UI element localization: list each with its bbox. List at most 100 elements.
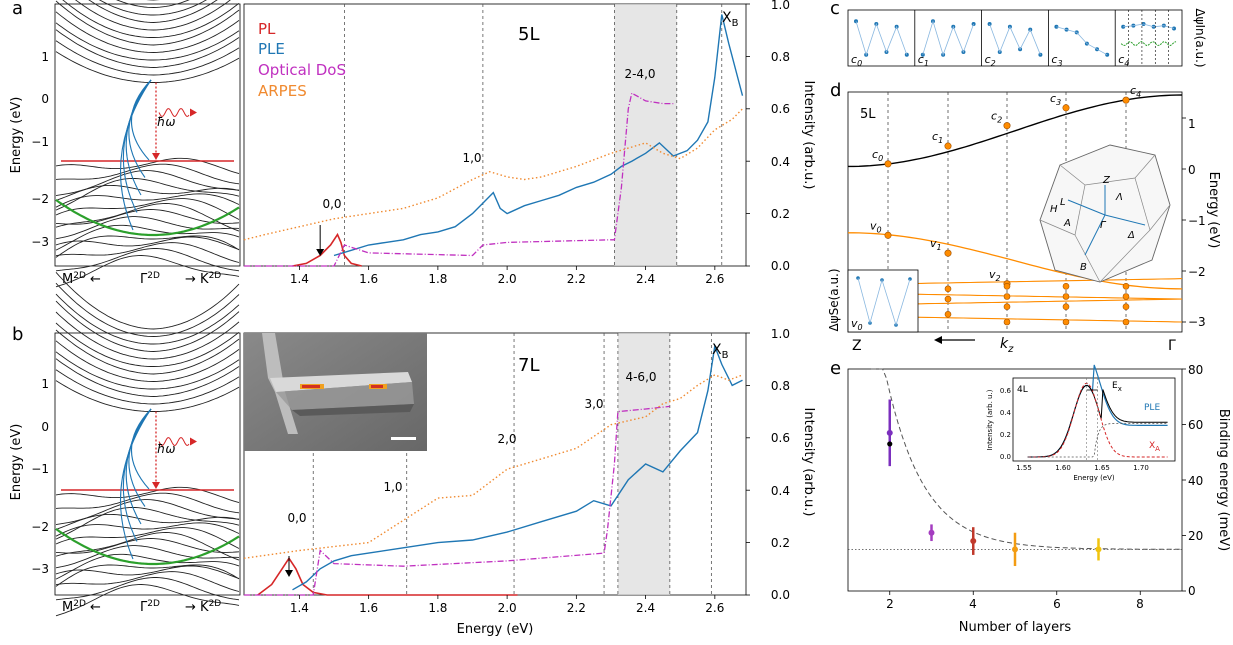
gamma2d-label: Γ2D	[140, 599, 160, 615]
bz-point-label: Z	[1102, 175, 1111, 186]
subband-point	[1062, 303, 1070, 311]
subband-point	[1122, 282, 1130, 290]
panel-c: c c0 c1 c2 c3 c4 ΔψIn(a.u.)	[830, 0, 1207, 68]
v-state-sub: 1	[937, 243, 942, 252]
inset-xticks: 1.55 1.60 1.65 1.70	[1016, 464, 1149, 472]
ytick: 0	[1188, 584, 1196, 598]
excitation-arrow	[119, 79, 152, 231]
c-state-sub: 3	[1056, 98, 1061, 107]
inset-plot	[1027, 364, 1168, 461]
xb-label-a: XB	[722, 10, 739, 29]
valence-band	[55, 564, 240, 587]
c-state-label: c3	[1050, 92, 1061, 107]
ytick: 0.4	[1000, 409, 1012, 417]
gamma2d-label: Γ2D	[140, 271, 160, 287]
conduction-band	[55, 51, 240, 83]
bz-point-label: Δ	[1127, 230, 1135, 241]
subband-point	[1003, 293, 1011, 300]
ylabel-e: Binding energy (meV)	[1216, 409, 1231, 551]
bz-point-label: Γ	[1100, 220, 1107, 231]
panel-label-c: c	[830, 0, 840, 19]
valence-band	[55, 209, 240, 225]
band-curves	[55, 272, 240, 617]
band-y-axis: 1 0 −1 −2 −3	[31, 50, 49, 249]
legend-pl: PL	[258, 20, 276, 38]
cell-label-sub: 3	[1057, 59, 1062, 68]
band-ytick: 1	[41, 50, 49, 64]
z-label: Z	[852, 338, 862, 354]
bz-point-label: A	[1063, 218, 1071, 229]
e-yticks: 0 20 40 60 80	[1188, 363, 1203, 598]
x-tick-label: 2.4	[636, 601, 655, 615]
xtick: 1.65	[1094, 464, 1110, 472]
band-ytick: 1	[41, 377, 49, 391]
wavefunction-line	[1056, 26, 1108, 56]
conduction-band	[55, 322, 240, 367]
conduction-band	[55, 300, 240, 352]
shaded-region	[617, 333, 670, 595]
ytick: 0.4	[771, 155, 790, 169]
panel-b-bands: b 1 0 −1 −2 −3 Energy (eV) M2D ← Γ2D → K…	[9, 272, 241, 617]
inset-yticks: 0.0 0.2 0.4 0.6	[1000, 387, 1012, 461]
conduction-band	[55, 293, 240, 345]
c-state-sub: 4	[1136, 90, 1141, 99]
annot-10: 1,0	[462, 151, 481, 165]
subband-point	[944, 311, 952, 318]
x-tick-label: 1.8	[428, 272, 447, 286]
emission-arrowhead	[151, 482, 160, 489]
x-tick-label: 2.6	[705, 272, 724, 286]
v-state-point	[944, 249, 952, 257]
legend-arpes: ARPES	[258, 82, 307, 100]
v0-inset-label: v0	[851, 317, 863, 332]
series-pl	[292, 232, 362, 267]
valence-band	[55, 538, 240, 554]
subband-point	[1062, 282, 1070, 290]
x-tick-label: 2.4	[636, 272, 655, 286]
legend-a: PL PLE Optical DoS ARPES	[258, 20, 346, 100]
subband-point	[1062, 318, 1070, 326]
annot-4-6: 4-6,0	[625, 370, 656, 384]
binding-energy-point	[970, 538, 977, 545]
ylabel-d: Energy (eV)	[1206, 172, 1221, 249]
conduction-band	[55, 311, 240, 360]
legend-ple: PLE	[258, 40, 285, 58]
valence-band	[55, 527, 240, 549]
c-state-sub: 2	[997, 116, 1002, 125]
subband-point	[1122, 318, 1130, 326]
e-xticks: 2 4 6 8	[886, 597, 1144, 611]
ytick: 0.6	[771, 431, 790, 445]
cell-label-sub: 2	[991, 59, 996, 68]
valence-subband	[899, 278, 1183, 285]
cell-label-sub: 0	[857, 59, 862, 68]
conduction-band	[55, 329, 240, 375]
ylabel-b: Intensity (arb.u.)	[801, 408, 816, 517]
ytick: 0.8	[771, 50, 790, 64]
band-ytick: 0	[41, 420, 49, 434]
d-yticks: 1 0 −1 −2 −3	[1188, 117, 1206, 329]
ytick: −3	[1188, 315, 1206, 329]
cell-label: c1	[918, 53, 929, 68]
valence-band	[55, 178, 240, 211]
bz-edges	[1039, 154, 1171, 283]
band-curves	[55, 0, 240, 288]
series-ple	[292, 343, 743, 591]
band-ytick: −1	[31, 135, 49, 149]
valence-subband	[899, 316, 1183, 323]
cell-label: c3	[1051, 53, 1062, 68]
x-tick-label: 2.6	[705, 601, 724, 615]
inset-xlabel: Energy (eV)	[1073, 474, 1115, 482]
binding-energy-point	[886, 429, 893, 436]
c-state-point	[944, 142, 952, 150]
x-tick-label: 1.6	[359, 601, 378, 615]
annot-30: 3,0	[584, 397, 603, 411]
conduction-band	[116, 0, 190, 8]
title-5l: 5L	[518, 24, 539, 45]
cell-label: c4	[1118, 53, 1129, 68]
binding-energy-point	[928, 529, 935, 536]
x-tick-label: 2.0	[498, 601, 517, 615]
conduction-band	[55, 340, 240, 382]
series-optical-dos	[244, 92, 674, 267]
bz-gamma-b	[1084, 214, 1106, 256]
x-tick-label: 1.4	[290, 601, 309, 615]
band-ylabel-a: Energy (eV)	[9, 97, 24, 174]
